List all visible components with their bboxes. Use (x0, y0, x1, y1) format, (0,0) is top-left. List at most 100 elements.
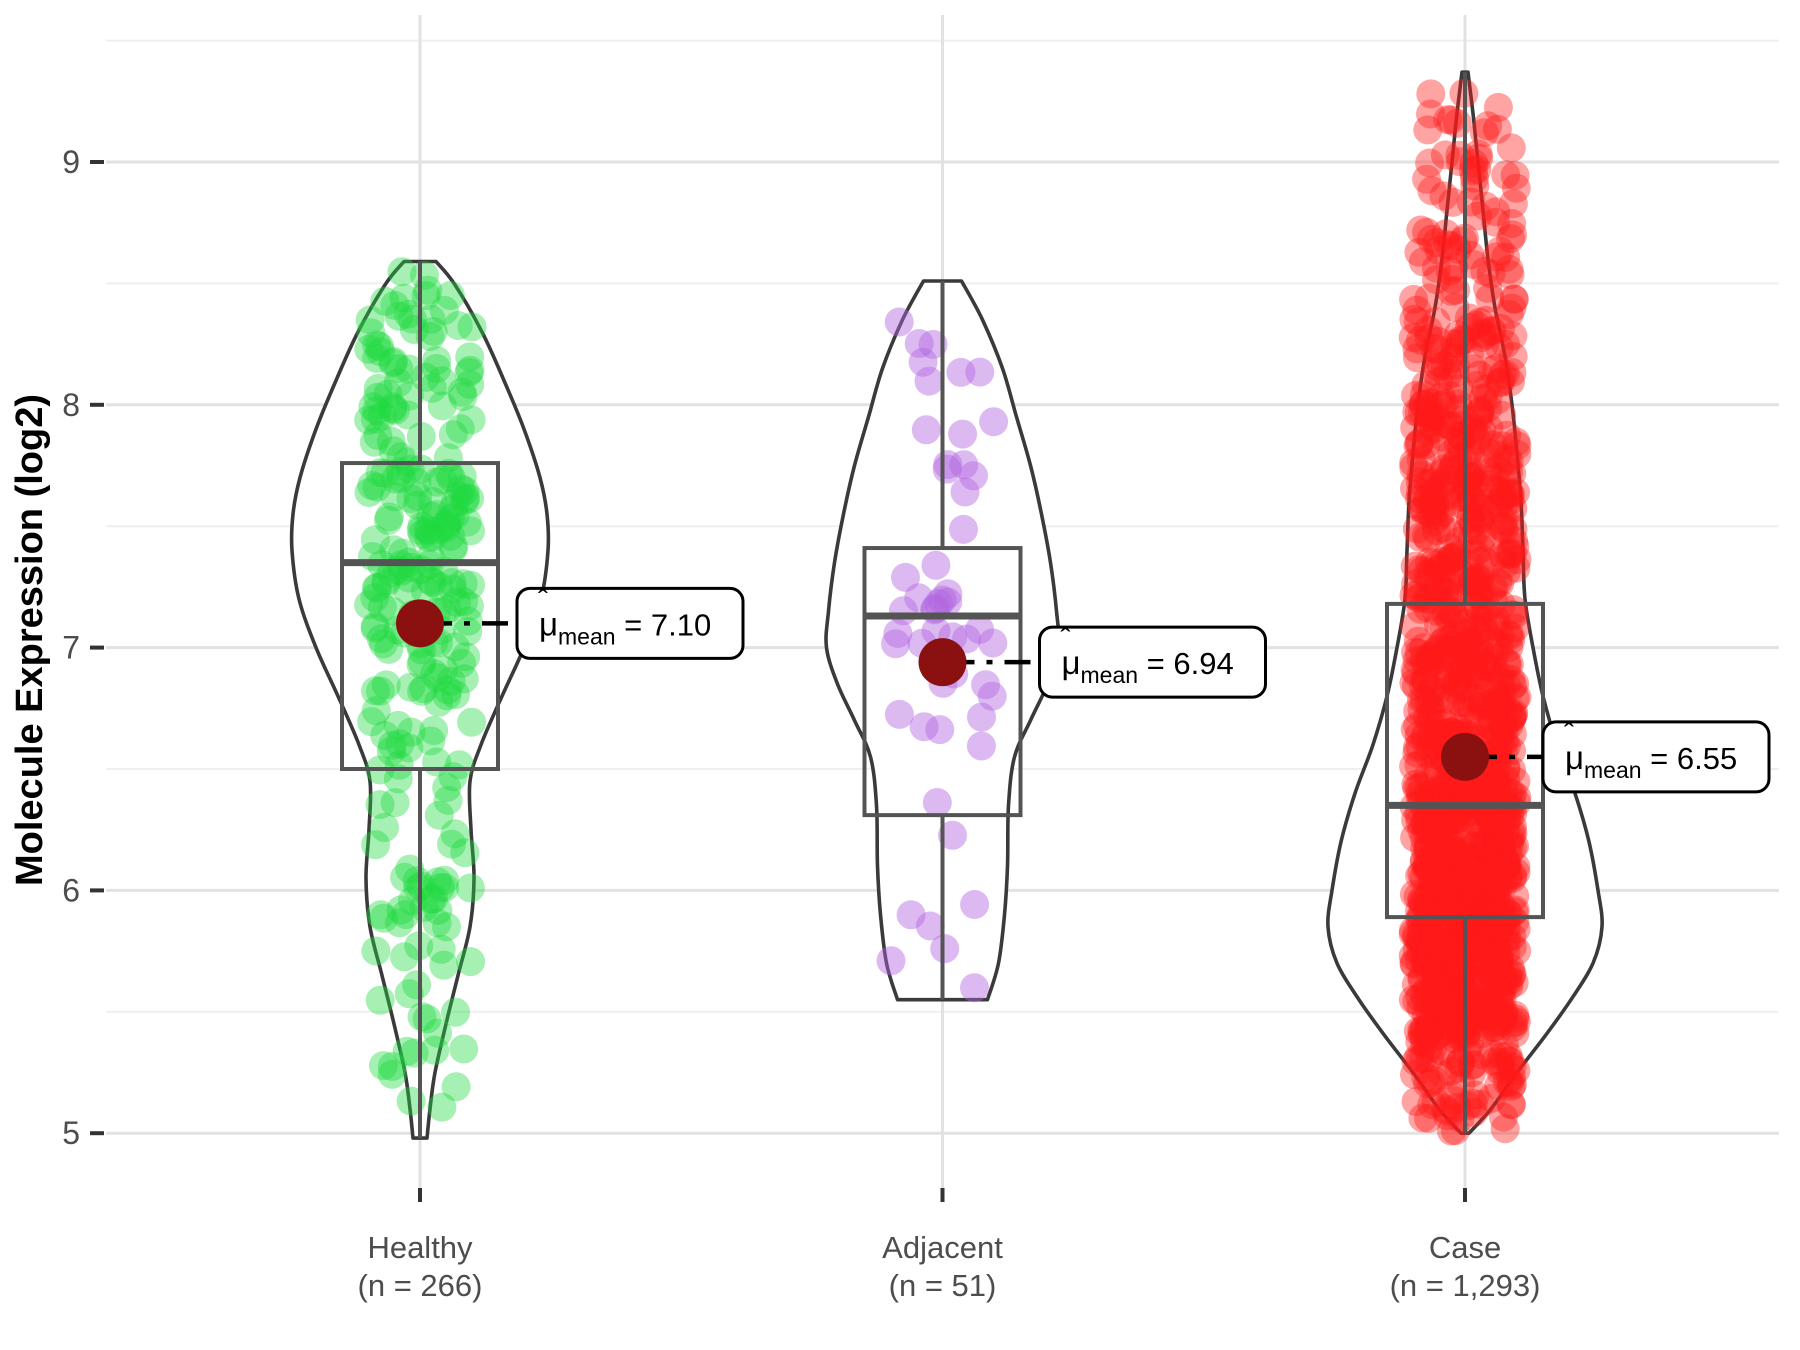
data-point (914, 366, 944, 396)
data-point (1491, 669, 1521, 699)
data-point (1413, 523, 1443, 553)
data-point (1409, 380, 1439, 410)
data-point (1500, 831, 1529, 861)
data-point (1417, 492, 1447, 522)
data-point (1401, 1087, 1431, 1116)
data-point (1430, 684, 1460, 714)
data-point (1493, 1041, 1523, 1071)
data-point (1470, 814, 1500, 844)
data-point (1415, 401, 1445, 431)
data-point (1438, 846, 1468, 876)
data-point (1497, 539, 1527, 569)
data-point (1501, 427, 1531, 457)
data-point (884, 307, 914, 337)
data-point (1471, 494, 1501, 524)
data-point (1453, 843, 1483, 873)
data-point (1481, 207, 1511, 237)
data-point (1463, 827, 1493, 857)
data-point (1445, 140, 1475, 170)
data-point (1494, 478, 1524, 508)
data-point (1408, 247, 1438, 277)
data-point (1462, 885, 1492, 915)
data-point (1413, 1069, 1443, 1099)
data-point (1409, 848, 1439, 878)
data-point (1424, 1010, 1454, 1040)
data-point (1455, 240, 1485, 270)
data-point (1477, 931, 1507, 961)
data-point (1404, 555, 1434, 585)
data-point (1501, 852, 1531, 882)
data-point (1402, 936, 1432, 965)
data-point (1451, 704, 1481, 734)
data-point (1482, 114, 1512, 144)
data-point (403, 873, 433, 903)
data-point (1430, 1094, 1460, 1123)
data-point (1448, 802, 1478, 832)
data-point (1494, 966, 1524, 996)
data-point (1498, 1012, 1528, 1042)
data-point (1442, 874, 1472, 904)
data-point (373, 379, 403, 409)
data-point (422, 467, 452, 497)
data-point (1485, 488, 1514, 518)
data-point (1443, 869, 1473, 899)
data-point (1405, 923, 1435, 953)
data-point (1436, 801, 1466, 831)
data-point (395, 854, 425, 884)
data-point (1412, 834, 1442, 864)
data-point (1460, 638, 1490, 668)
data-point (1488, 870, 1518, 900)
mean-annotation-box (1541, 720, 1771, 794)
data-point (1436, 105, 1466, 135)
data-point (1415, 899, 1445, 929)
data-point (1484, 805, 1514, 834)
data-point (379, 535, 409, 565)
data-point (1482, 878, 1512, 908)
data-point (1469, 616, 1499, 645)
data-point (930, 934, 960, 964)
data-point (380, 788, 410, 818)
data-point (418, 487, 448, 516)
data-point (1431, 219, 1461, 249)
data-point (429, 950, 459, 980)
data-point (1403, 711, 1433, 741)
data-point (1466, 395, 1495, 425)
data-point (1402, 514, 1432, 544)
y-tick-label: 8 (62, 387, 80, 423)
data-point (1431, 869, 1461, 899)
data-point (422, 354, 452, 383)
data-point (1437, 1116, 1466, 1146)
data-point (1428, 661, 1458, 691)
data-point (1433, 977, 1463, 1007)
data-point (1407, 1018, 1437, 1048)
data-point (1423, 634, 1453, 664)
data-point (1419, 873, 1449, 903)
data-point (1497, 293, 1527, 323)
data-point (1456, 889, 1486, 919)
data-point (1499, 968, 1529, 998)
data-point (1400, 413, 1430, 443)
data-point (376, 426, 406, 456)
data-point (417, 373, 447, 403)
data-point (1502, 431, 1532, 460)
data-point (371, 569, 401, 599)
data-point (1478, 430, 1508, 460)
data-point (1433, 577, 1463, 607)
data-point (1429, 181, 1459, 211)
data-point (1468, 1012, 1498, 1042)
data-point (1422, 946, 1452, 976)
data-point (360, 613, 390, 643)
data-point (431, 510, 461, 540)
mean-annotation-box (1038, 625, 1267, 699)
data-point (1417, 1090, 1447, 1119)
data-point (1422, 575, 1452, 604)
data-point (1461, 905, 1491, 935)
data-point (1479, 706, 1509, 736)
data-point (1500, 161, 1530, 190)
data-point (1467, 897, 1497, 927)
data-point (1401, 671, 1431, 701)
data-point (1437, 989, 1467, 1019)
data-point (1487, 837, 1517, 866)
data-point (1432, 964, 1462, 994)
